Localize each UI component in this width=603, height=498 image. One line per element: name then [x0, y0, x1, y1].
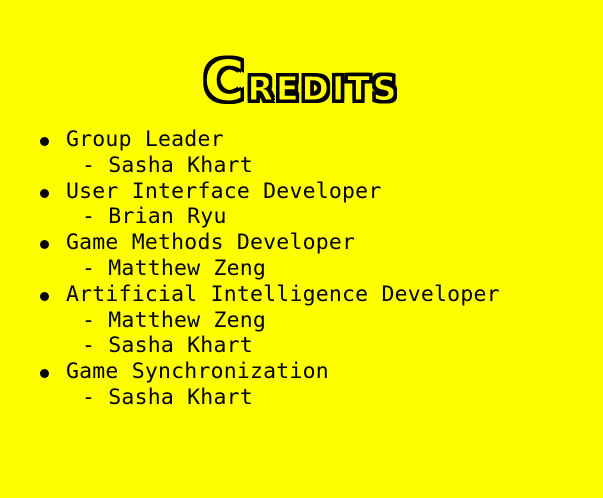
person-name: - Sasha Khart [82, 384, 253, 410]
credit-game-synchronization: Game Synchronization - Sasha Khart [40, 359, 500, 411]
credit-game-methods-developer: Game Methods Developer - Matthew Zeng [40, 230, 500, 282]
credits-list: Group Leader - Sasha Khart User Interfac… [40, 127, 500, 411]
person-name: - Sasha Khart [82, 333, 253, 359]
person-name: - Brian Ryu [82, 204, 227, 230]
title-rest: redits [247, 57, 400, 113]
person-name: - Matthew Zeng [82, 255, 267, 281]
bullet-icon [40, 291, 49, 301]
bullet-icon [40, 188, 49, 198]
credit-ai-developer: Artificial Intelligence Developer - Matt… [40, 282, 500, 359]
credit-ui-developer: User Interface Developer - Brian Ryu [40, 179, 500, 231]
role-label: Artificial Intelligence Developer [66, 281, 500, 307]
bullet-icon [40, 369, 49, 379]
title-first-letter: C [203, 49, 248, 114]
role-label: Group Leader [66, 127, 224, 152]
credit-group-leader: Group Leader - Sasha Khart [40, 127, 500, 179]
role-label: Game Synchronization [66, 359, 329, 385]
role-label: User Interface Developer [66, 178, 382, 204]
person-name: - Sasha Khart [82, 152, 253, 178]
page-title: Credits [0, 49, 603, 115]
role-label: Game Methods Developer [66, 230, 356, 256]
person-name: - Matthew Zeng [82, 307, 267, 333]
bullet-icon [40, 240, 49, 250]
bullet-icon [40, 137, 49, 146]
